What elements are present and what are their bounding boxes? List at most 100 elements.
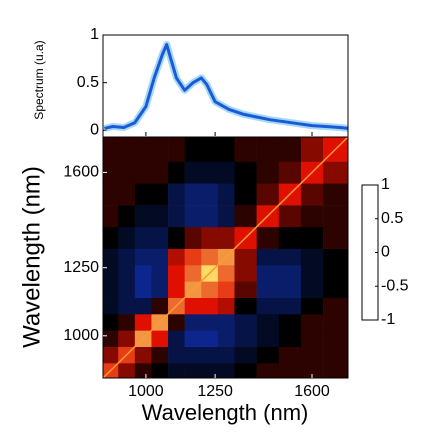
heatmap-cell (103, 183, 119, 206)
heatmap-cell (151, 226, 169, 249)
heatmap-cell (256, 330, 280, 347)
heatmap-cell (278, 297, 302, 315)
y-tick-label: 0.5 (77, 74, 99, 91)
heatmap-cell (256, 363, 280, 379)
heatmap-cell (201, 281, 219, 298)
heatmap-cell (217, 137, 235, 162)
heatmap-cell (323, 281, 349, 298)
heatmap-cell (134, 297, 152, 315)
y-axis-label: Wavelength (nm) (18, 166, 45, 348)
heatmap-cell (278, 226, 302, 249)
heatmap-cell (234, 205, 257, 228)
heatmap-cell (184, 161, 202, 184)
y-tick-label: 1600 (63, 164, 99, 181)
heatmap-cell (151, 346, 169, 364)
heatmap-cell (134, 363, 152, 379)
heatmap-cell (234, 183, 257, 206)
colorbar-tick-label: 1 (381, 176, 390, 193)
heatmap-cell (323, 330, 349, 347)
heatmap-cell (323, 363, 349, 379)
heatmap-cell (103, 226, 119, 249)
heatmap-cell (278, 137, 302, 162)
heatmap-cell (118, 314, 136, 331)
heatmap-cell (323, 346, 349, 364)
heatmap-cell (151, 183, 169, 206)
heatmap-cell (103, 314, 119, 331)
heatmap-cell (300, 346, 324, 364)
y-tick-label: 0 (90, 122, 99, 139)
heatmap-cell (300, 330, 324, 347)
heatmap-cell (217, 330, 235, 347)
heatmap-cell (217, 297, 235, 315)
heatmap-cell (201, 248, 219, 266)
heatmap-cell (103, 330, 119, 347)
heatmap-cell (103, 137, 119, 162)
heatmap-cell (103, 281, 119, 298)
heatmap-cell (201, 314, 219, 331)
heatmap-cell (118, 297, 136, 315)
heatmap-cell (217, 226, 235, 249)
heatmap-cell (300, 264, 324, 282)
heatmap-cell (201, 161, 219, 184)
heatmap-cell (184, 346, 202, 364)
heatmap-cell (168, 363, 185, 379)
heatmap-cell (278, 346, 302, 364)
heatmap-cell (201, 183, 219, 206)
heatmap-cell (278, 330, 302, 347)
heatmap-cell (184, 297, 202, 315)
heatmap-cell (278, 161, 302, 184)
heatmap-cell (184, 363, 202, 379)
heatmap-cell (103, 161, 119, 184)
colorbar-tick-label: -0.5 (381, 277, 409, 294)
heatmap-cell (151, 137, 169, 162)
heatmap-cell (201, 297, 219, 315)
heatmap-cell (103, 248, 119, 266)
heatmap-cell (217, 183, 235, 206)
heatmap-cell (118, 330, 136, 347)
heatmap-cell (256, 183, 280, 206)
heatmap-cell (300, 137, 324, 162)
heatmap-cell (118, 183, 136, 206)
heatmap-cell (168, 205, 185, 228)
heatmap-cell (134, 281, 152, 298)
heatmap-cell (256, 297, 280, 315)
heatmap-cell (184, 137, 202, 162)
heatmap-cell (217, 363, 235, 379)
heatmap-cell (278, 264, 302, 282)
heatmap-cell (217, 314, 235, 331)
heatmap-cell (151, 363, 169, 379)
heatmap-cell (134, 248, 152, 266)
heatmap-cell (168, 183, 185, 206)
heatmap-cell (278, 205, 302, 228)
heatmap-cell (184, 264, 202, 282)
heatmap-cell (168, 330, 185, 347)
heatmap-cell (300, 297, 324, 315)
heatmap-cell (201, 330, 219, 347)
heatmap-cell (256, 137, 280, 162)
heatmap-cell (134, 346, 152, 364)
heatmap-cell (300, 226, 324, 249)
spectrum-frame (102, 34, 349, 138)
heatmap-cell (118, 363, 136, 379)
heatmap-cell (234, 330, 257, 347)
diagonal (102, 136, 349, 379)
heatmap-cell (184, 205, 202, 228)
heatmap-cell (134, 137, 152, 162)
heatmap-cell (134, 183, 152, 206)
heatmap-cell (256, 314, 280, 331)
heatmap-cell (234, 363, 257, 379)
heatmap-cell (201, 137, 219, 162)
x-tick-label: 1000 (128, 383, 164, 400)
heatmap-cell (103, 297, 119, 315)
heatmap-cell (234, 314, 257, 331)
colorbar-tick-label: 0.5 (381, 210, 403, 227)
spectrum-y-label: Spectrum (u.a) (32, 40, 46, 119)
y-tick-label: 1000 (63, 327, 99, 344)
heatmap-cell (168, 264, 185, 282)
x-tick-label: 1250 (197, 383, 233, 400)
heatmap-cell (217, 161, 235, 184)
heatmap-cell (300, 248, 324, 266)
heatmap-cell (300, 363, 324, 379)
heatmap-cell (323, 161, 349, 184)
heatmap-cell (217, 281, 235, 298)
